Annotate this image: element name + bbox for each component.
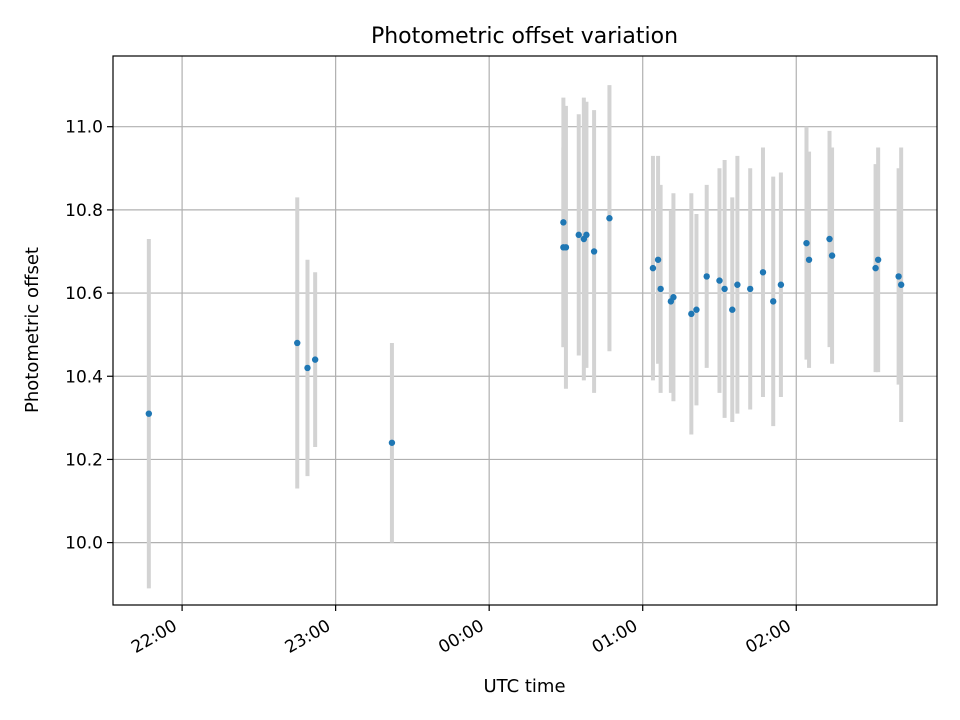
y-tick-label: 11.0 (65, 118, 103, 138)
data-point (583, 231, 590, 239)
data-point (654, 256, 662, 263)
data-point (606, 215, 613, 222)
data-point (721, 285, 728, 293)
data-point (828, 252, 836, 259)
data-point (746, 285, 754, 293)
data-point (770, 298, 777, 305)
data-point (734, 281, 741, 288)
y-tick-label: 10.8 (65, 201, 103, 221)
data-point (693, 306, 700, 313)
x-axis-label: UTC time (483, 676, 565, 697)
data-point (590, 248, 598, 255)
data-point (294, 339, 301, 347)
y-axis-label: Photometric offset (22, 247, 43, 413)
data-points (145, 215, 905, 446)
y-axis-ticks: 10.0 10.2 10.4 10.6 10.8 11.0 (65, 118, 113, 554)
data-point (703, 273, 710, 280)
data-point (670, 294, 677, 301)
data-point (688, 310, 695, 318)
data-point (311, 356, 319, 363)
data-point (826, 235, 833, 243)
data-point (575, 231, 582, 239)
chart-title: Photometric offset variation (371, 24, 678, 49)
data-point (805, 256, 813, 263)
y-tick-label: 10.6 (65, 284, 103, 304)
data-point (649, 264, 657, 272)
data-point (759, 269, 767, 276)
data-point (897, 281, 905, 288)
grid (113, 56, 937, 605)
data-point (145, 410, 153, 417)
y-tick-label: 10.2 (65, 450, 103, 470)
data-point (872, 264, 879, 272)
y-tick-label: 10.0 (65, 534, 103, 554)
data-point (304, 364, 311, 372)
data-point (657, 285, 664, 293)
data-point (388, 439, 396, 446)
data-point (729, 306, 736, 313)
data-point (803, 239, 810, 247)
plot-frame (112, 55, 938, 606)
y-tick-label: 10.4 (65, 367, 103, 387)
data-point (874, 256, 882, 263)
data-point (560, 219, 567, 226)
data-point (895, 273, 902, 280)
data-point (777, 281, 785, 288)
data-point (562, 244, 570, 251)
data-point (716, 277, 723, 284)
